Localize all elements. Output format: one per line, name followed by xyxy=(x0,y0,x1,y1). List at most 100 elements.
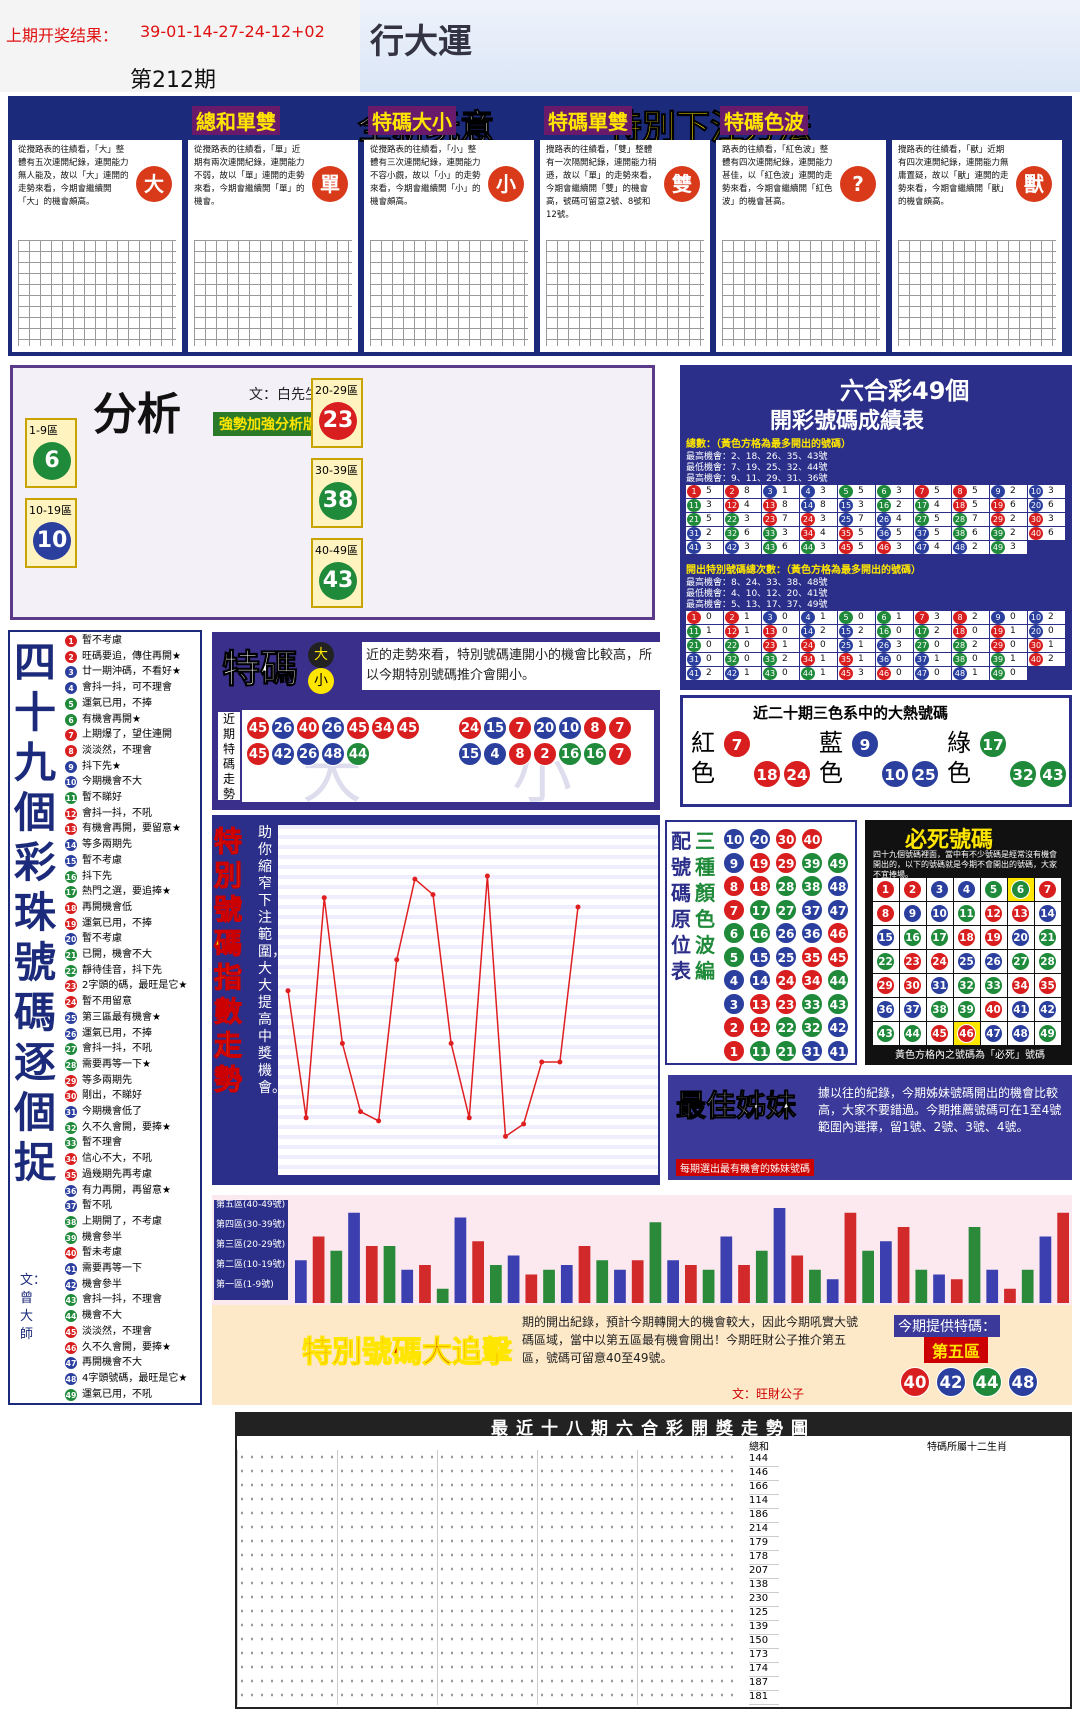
cell-number: 43 xyxy=(763,541,777,554)
ball: 7 xyxy=(508,716,532,740)
cell-number: 33 xyxy=(763,527,777,540)
panel-desc: 路表的往績看，「紅色波」整體有四次連開紀錄，連開能力甚佳，以「紅色波」連開的走勢… xyxy=(722,145,833,207)
ball: 19 xyxy=(984,928,1003,947)
cell-number: 3 xyxy=(763,611,777,624)
table-cell: 32 6 xyxy=(724,527,761,540)
cell-number: 29 xyxy=(991,513,1005,526)
ball-note: 2字頭的碼，最旺是它★ xyxy=(82,980,188,992)
panel-title: 特碼色波 xyxy=(720,106,808,135)
cell-number: 28 xyxy=(953,513,967,526)
panel: 從攪路表的往績看，「大」整體有五次連開紀錄，連開能力無人能及，故以「大」連開的走… xyxy=(12,140,182,352)
ball-note: 機會參半 xyxy=(82,1278,122,1290)
ball: 1 xyxy=(876,880,895,899)
ball: 19 xyxy=(64,916,78,931)
brand-banner: 行大運 xyxy=(360,0,1080,92)
zone: 20-29區 23 xyxy=(311,378,363,448)
zone-bar xyxy=(490,1265,502,1303)
index-point xyxy=(503,1133,508,1139)
table-cell: 15 2 xyxy=(838,625,875,638)
death-cell: 47 xyxy=(981,1022,1007,1045)
zone-bar xyxy=(330,1250,343,1303)
ball: 48 xyxy=(64,1371,78,1386)
cell-number: 38 xyxy=(953,653,967,666)
table-cell: 45 5 xyxy=(838,541,875,554)
panels: 從攪路表的往績看，「大」整體有五次連開紀錄，連開能力無人能及，故以「大」連開的走… xyxy=(12,106,1068,352)
ball: 11 xyxy=(957,904,976,923)
cell-number: 41 xyxy=(687,541,701,554)
brand: 行大運 xyxy=(370,22,472,62)
ball-note: 需要再等一下★ xyxy=(82,1058,151,1070)
ball: 39 xyxy=(801,851,823,874)
table-cell: 44 3 xyxy=(800,541,837,554)
cell-number: 31 xyxy=(687,527,701,540)
cell-count: 3 xyxy=(820,486,826,496)
cell-number: 44 xyxy=(801,541,815,554)
color-table-subtitle: 三種顏色波編 xyxy=(695,829,715,983)
trend-sum: 125 xyxy=(749,1606,779,1621)
ball: 2 xyxy=(533,742,557,766)
cell-count: 3 xyxy=(1010,542,1016,552)
ball-note: 運氣已用，不捧 xyxy=(82,1027,152,1039)
cell-number: 21 xyxy=(687,513,701,526)
ball: 21 xyxy=(64,948,78,962)
table-cell: 43 0 xyxy=(762,667,799,680)
zone-name: 第四區(30-39號) xyxy=(216,1220,286,1230)
cell-count: 0 xyxy=(744,640,750,650)
zone-bar xyxy=(773,1208,786,1303)
death-cell: 14 xyxy=(1035,902,1061,925)
ball: 40 xyxy=(801,828,823,850)
ball: 45 xyxy=(346,716,370,740)
ball: 8 xyxy=(508,742,532,766)
ball: 24 xyxy=(775,969,797,991)
cell-count: 2 xyxy=(782,654,788,664)
cell-count: 1 xyxy=(820,654,826,664)
table-cell: 38 6 xyxy=(952,527,989,540)
trend-sum: 207 xyxy=(749,1564,779,1579)
ball: 26 xyxy=(321,716,345,740)
death-cell: 10 xyxy=(927,902,953,925)
zone-bar xyxy=(348,1212,360,1303)
ball: 42 xyxy=(271,742,295,766)
cell-number: 5 xyxy=(839,611,853,624)
cell-count: 6 xyxy=(972,528,978,538)
ball: 26 xyxy=(984,952,1003,971)
table-cell: 40 6 xyxy=(1028,527,1065,540)
table-cell: 18 0 xyxy=(952,625,989,638)
cell-count: 8 xyxy=(820,500,826,510)
table-cell: 23 1 xyxy=(762,639,799,652)
zone-bar xyxy=(525,1274,538,1303)
ball: 4 xyxy=(723,969,745,991)
table-heading: 開出特別號碼總次數：（黃色方格為最多開出的號碼） xyxy=(686,565,921,576)
table-cell: 47 4 xyxy=(914,541,951,554)
zone-bar xyxy=(419,1265,431,1303)
table-line: 最高機會：8、24、33、38、48號 xyxy=(686,578,828,588)
index-point xyxy=(394,957,400,963)
cell-number: 10 xyxy=(1029,485,1043,498)
cell-count: 3 xyxy=(934,612,940,622)
cell-count: 0 xyxy=(896,654,902,664)
ball-note: 機會不大 xyxy=(82,1310,122,1322)
ball: 26 xyxy=(271,716,295,740)
ball: 11 xyxy=(64,791,78,805)
table-cell: 12 1 xyxy=(724,625,761,638)
ball: 43 xyxy=(827,992,849,1015)
ball: 11 xyxy=(749,1039,771,1062)
panel: 特碼大小 從攪路表的往績看，「小」整體有三次連開紀錄，連開能力不容小覷，故以「小」… xyxy=(364,106,534,352)
panel-title: 特碼單雙 xyxy=(544,106,632,135)
panel-desc: 從攪路表的往績看，「單」近期有兩次連開紀錄，連開能力不弱，故以「單」連開的走勢來… xyxy=(194,145,305,207)
cell-count: 1 xyxy=(1010,626,1016,636)
death-cell: 37 xyxy=(900,998,926,1021)
chase-title: 特別號碼大追擊 xyxy=(302,1335,513,1371)
ball: 38 xyxy=(64,1214,78,1229)
ball: 47 xyxy=(984,1024,1003,1043)
index-point xyxy=(484,873,490,879)
ball-note: 暫不考慮 xyxy=(82,854,122,866)
ball: 1 xyxy=(723,1039,745,1062)
cell-count: 2 xyxy=(706,668,712,678)
cell-number: 45 xyxy=(839,667,853,680)
